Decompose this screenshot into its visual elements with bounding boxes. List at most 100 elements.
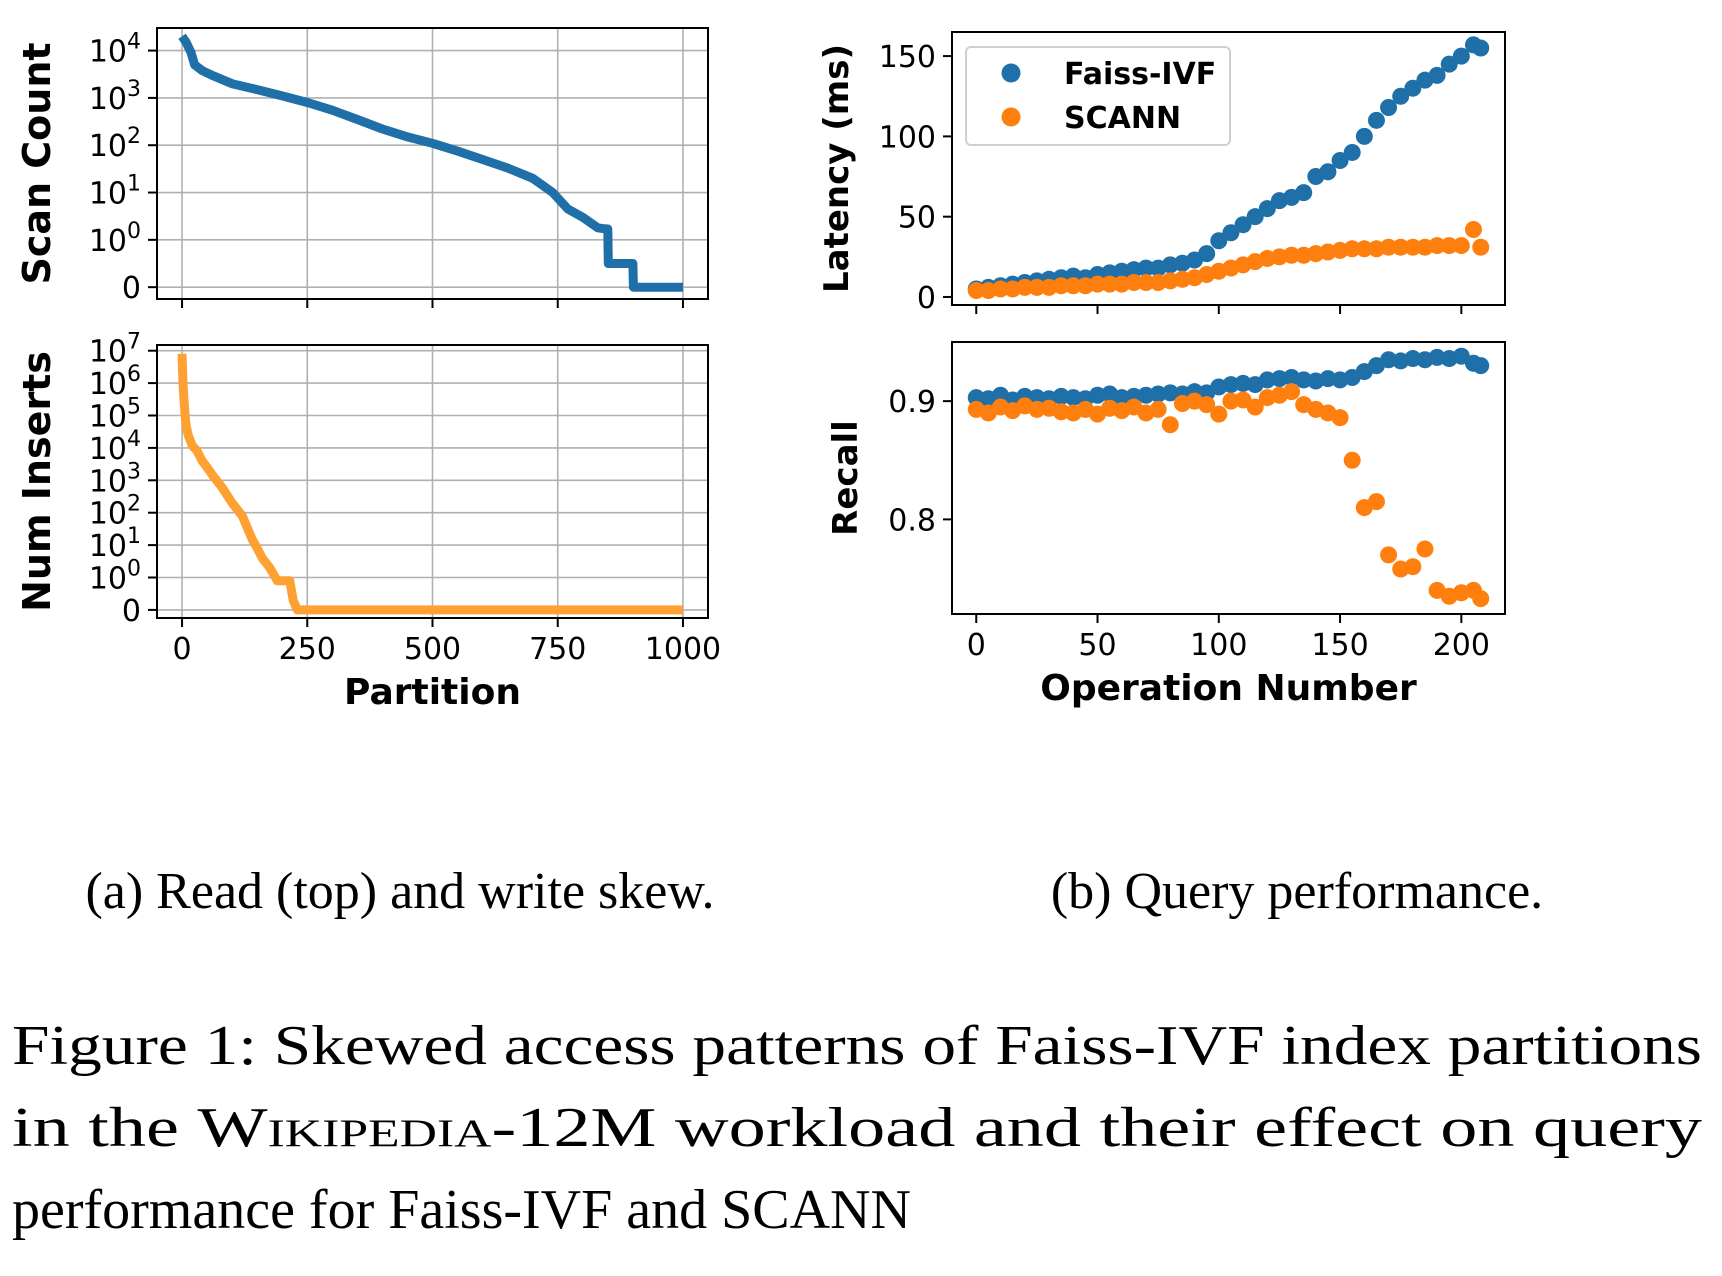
x-tick-label: 200: [1433, 628, 1490, 663]
x-tick-label: 750: [529, 632, 586, 667]
point-scann: [1343, 240, 1361, 258]
point-faiss-ivf: [1452, 47, 1470, 65]
chart-recall: 0 50 100 150 200 0.8 0.9 Recall Operation Number: [826, 341, 1506, 709]
point-scann: [1149, 400, 1167, 418]
point-scann: [1472, 590, 1490, 608]
point-faiss-ivf: [1380, 98, 1398, 116]
legend-label: SCANN: [1064, 101, 1181, 136]
legend-frame: [965, 46, 1231, 146]
y-tick-label: 0.9: [888, 385, 936, 420]
x-tick-label: 50: [1078, 628, 1116, 663]
x-tick-label: 100: [1190, 628, 1247, 663]
point-scann: [1125, 274, 1143, 292]
y-tick-label: 0.8: [888, 503, 936, 538]
point-faiss-ivf: [1428, 66, 1446, 84]
point-scann: [1428, 237, 1446, 255]
x-tick-label: 0: [967, 628, 986, 663]
point-scann: [967, 282, 985, 300]
caption-line-3: performance for Faiss-IVF and SCANN: [12, 1179, 911, 1241]
legend: Faiss-IVF SCANN: [965, 46, 1231, 146]
caption-line-2-a: in the: [12, 1097, 198, 1159]
x-tick-label: 500: [404, 632, 461, 667]
point-scann: [1210, 405, 1228, 423]
y-tick-label: 107: [89, 330, 141, 370]
y-tick-label: 101: [89, 172, 141, 212]
point-scann: [1137, 274, 1155, 292]
axes-frame: [951, 31, 1506, 306]
y-tick-label: 103: [89, 77, 141, 117]
point-scann: [1283, 246, 1301, 264]
y-tick-label: 104: [89, 427, 141, 467]
point-scann: [1472, 238, 1490, 256]
point-faiss-ivf: [1222, 224, 1240, 242]
y-tick-label: 150: [879, 40, 936, 75]
point-scann: [1198, 396, 1216, 414]
y-tick-label: 100: [89, 219, 141, 259]
y-tick-label: 0: [122, 271, 141, 306]
point-scann: [1464, 221, 1482, 239]
y-tick-label: 102: [89, 492, 141, 532]
point-scann: [1064, 277, 1082, 295]
chart-scan: 0 100 101 102 103 104 Scan Count: [15, 27, 709, 308]
subcaption-b: (b) Query performance.: [1051, 863, 1543, 920]
y-tick-label: 100: [879, 120, 936, 155]
y-axis-label: Scan Count: [15, 42, 59, 284]
y-axis-label: Num Inserts: [15, 351, 59, 612]
y-axis-label: Latency (ms): [817, 44, 857, 293]
x-tick-label: 150: [1311, 628, 1368, 663]
point-faiss-ivf: [1343, 143, 1361, 161]
chart-latency: 0 50 100 150 Latency (ms) Faiss-IVF SCANN: [817, 31, 1506, 316]
legend-marker: [1001, 107, 1021, 127]
x-tick-label: 250: [279, 632, 336, 667]
point-faiss-ivf: [1319, 163, 1337, 181]
point-faiss-ivf: [1331, 151, 1349, 169]
caption-line-2-c: workload and their effect on query: [656, 1097, 1702, 1159]
y-tick-label: 106: [89, 362, 141, 402]
legend-marker: [1001, 63, 1021, 83]
point-scann: [992, 280, 1010, 298]
point-scann: [1367, 493, 1385, 511]
point-faiss-ivf: [1210, 232, 1228, 250]
series-line-inserts: [177, 353, 683, 615]
point-scann: [1246, 398, 1264, 416]
point-scann: [1380, 238, 1398, 256]
point-scann: [1416, 540, 1434, 558]
y-tick-label: 102: [89, 124, 141, 164]
point-faiss-ivf: [1404, 79, 1422, 97]
point-faiss-ivf: [1392, 87, 1410, 105]
point-scann: [1283, 383, 1301, 401]
chart-inserts: 0 250 500 750 10000100101102103104105106107N…: [15, 330, 721, 713]
point-faiss-ivf: [1440, 55, 1458, 73]
subcaption-a: (a) Read (top) and write skew.: [85, 863, 714, 920]
y-axis-label: Recall: [826, 420, 866, 536]
axes-frame: [951, 341, 1506, 615]
y-tick-label: 105: [89, 395, 141, 435]
y-tick-label: 50: [898, 201, 936, 236]
point-scann: [1404, 558, 1422, 576]
point-scann: [1089, 275, 1107, 293]
series-line-scan: [178, 33, 683, 292]
point-scann: [1052, 277, 1070, 295]
x-axis-label: Operation Number: [1040, 668, 1417, 709]
point-scann: [1380, 546, 1398, 564]
legend-label: Faiss-IVF: [1064, 57, 1216, 92]
point-faiss-ivf: [1198, 245, 1216, 263]
caption-line-1-text: Skewed access patterns of Faiss-IVF inde…: [274, 1015, 1702, 1077]
x-axis-label: Partition: [344, 672, 521, 713]
point-faiss-ivf: [1367, 111, 1385, 129]
point-faiss-ivf: [1137, 259, 1155, 277]
point-scann: [1016, 278, 1034, 296]
caption-dataset-name: Wikipedia-12M: [198, 1097, 657, 1159]
caption-line-1: Figure 1: Skewed access patterns of Fais…: [12, 1015, 1702, 1077]
y-tick-label: 103: [89, 459, 141, 499]
y-tick-label: 100: [89, 557, 141, 597]
point-faiss-ivf: [1472, 39, 1490, 57]
caption-line-2: in the Wikipedia-12M workload and their …: [12, 1097, 1702, 1159]
point-faiss-ivf: [1472, 357, 1490, 375]
point-faiss-ivf: [1355, 127, 1373, 145]
point-scann: [1161, 416, 1179, 434]
point-scann: [1440, 237, 1458, 255]
point-scann: [1355, 240, 1373, 258]
